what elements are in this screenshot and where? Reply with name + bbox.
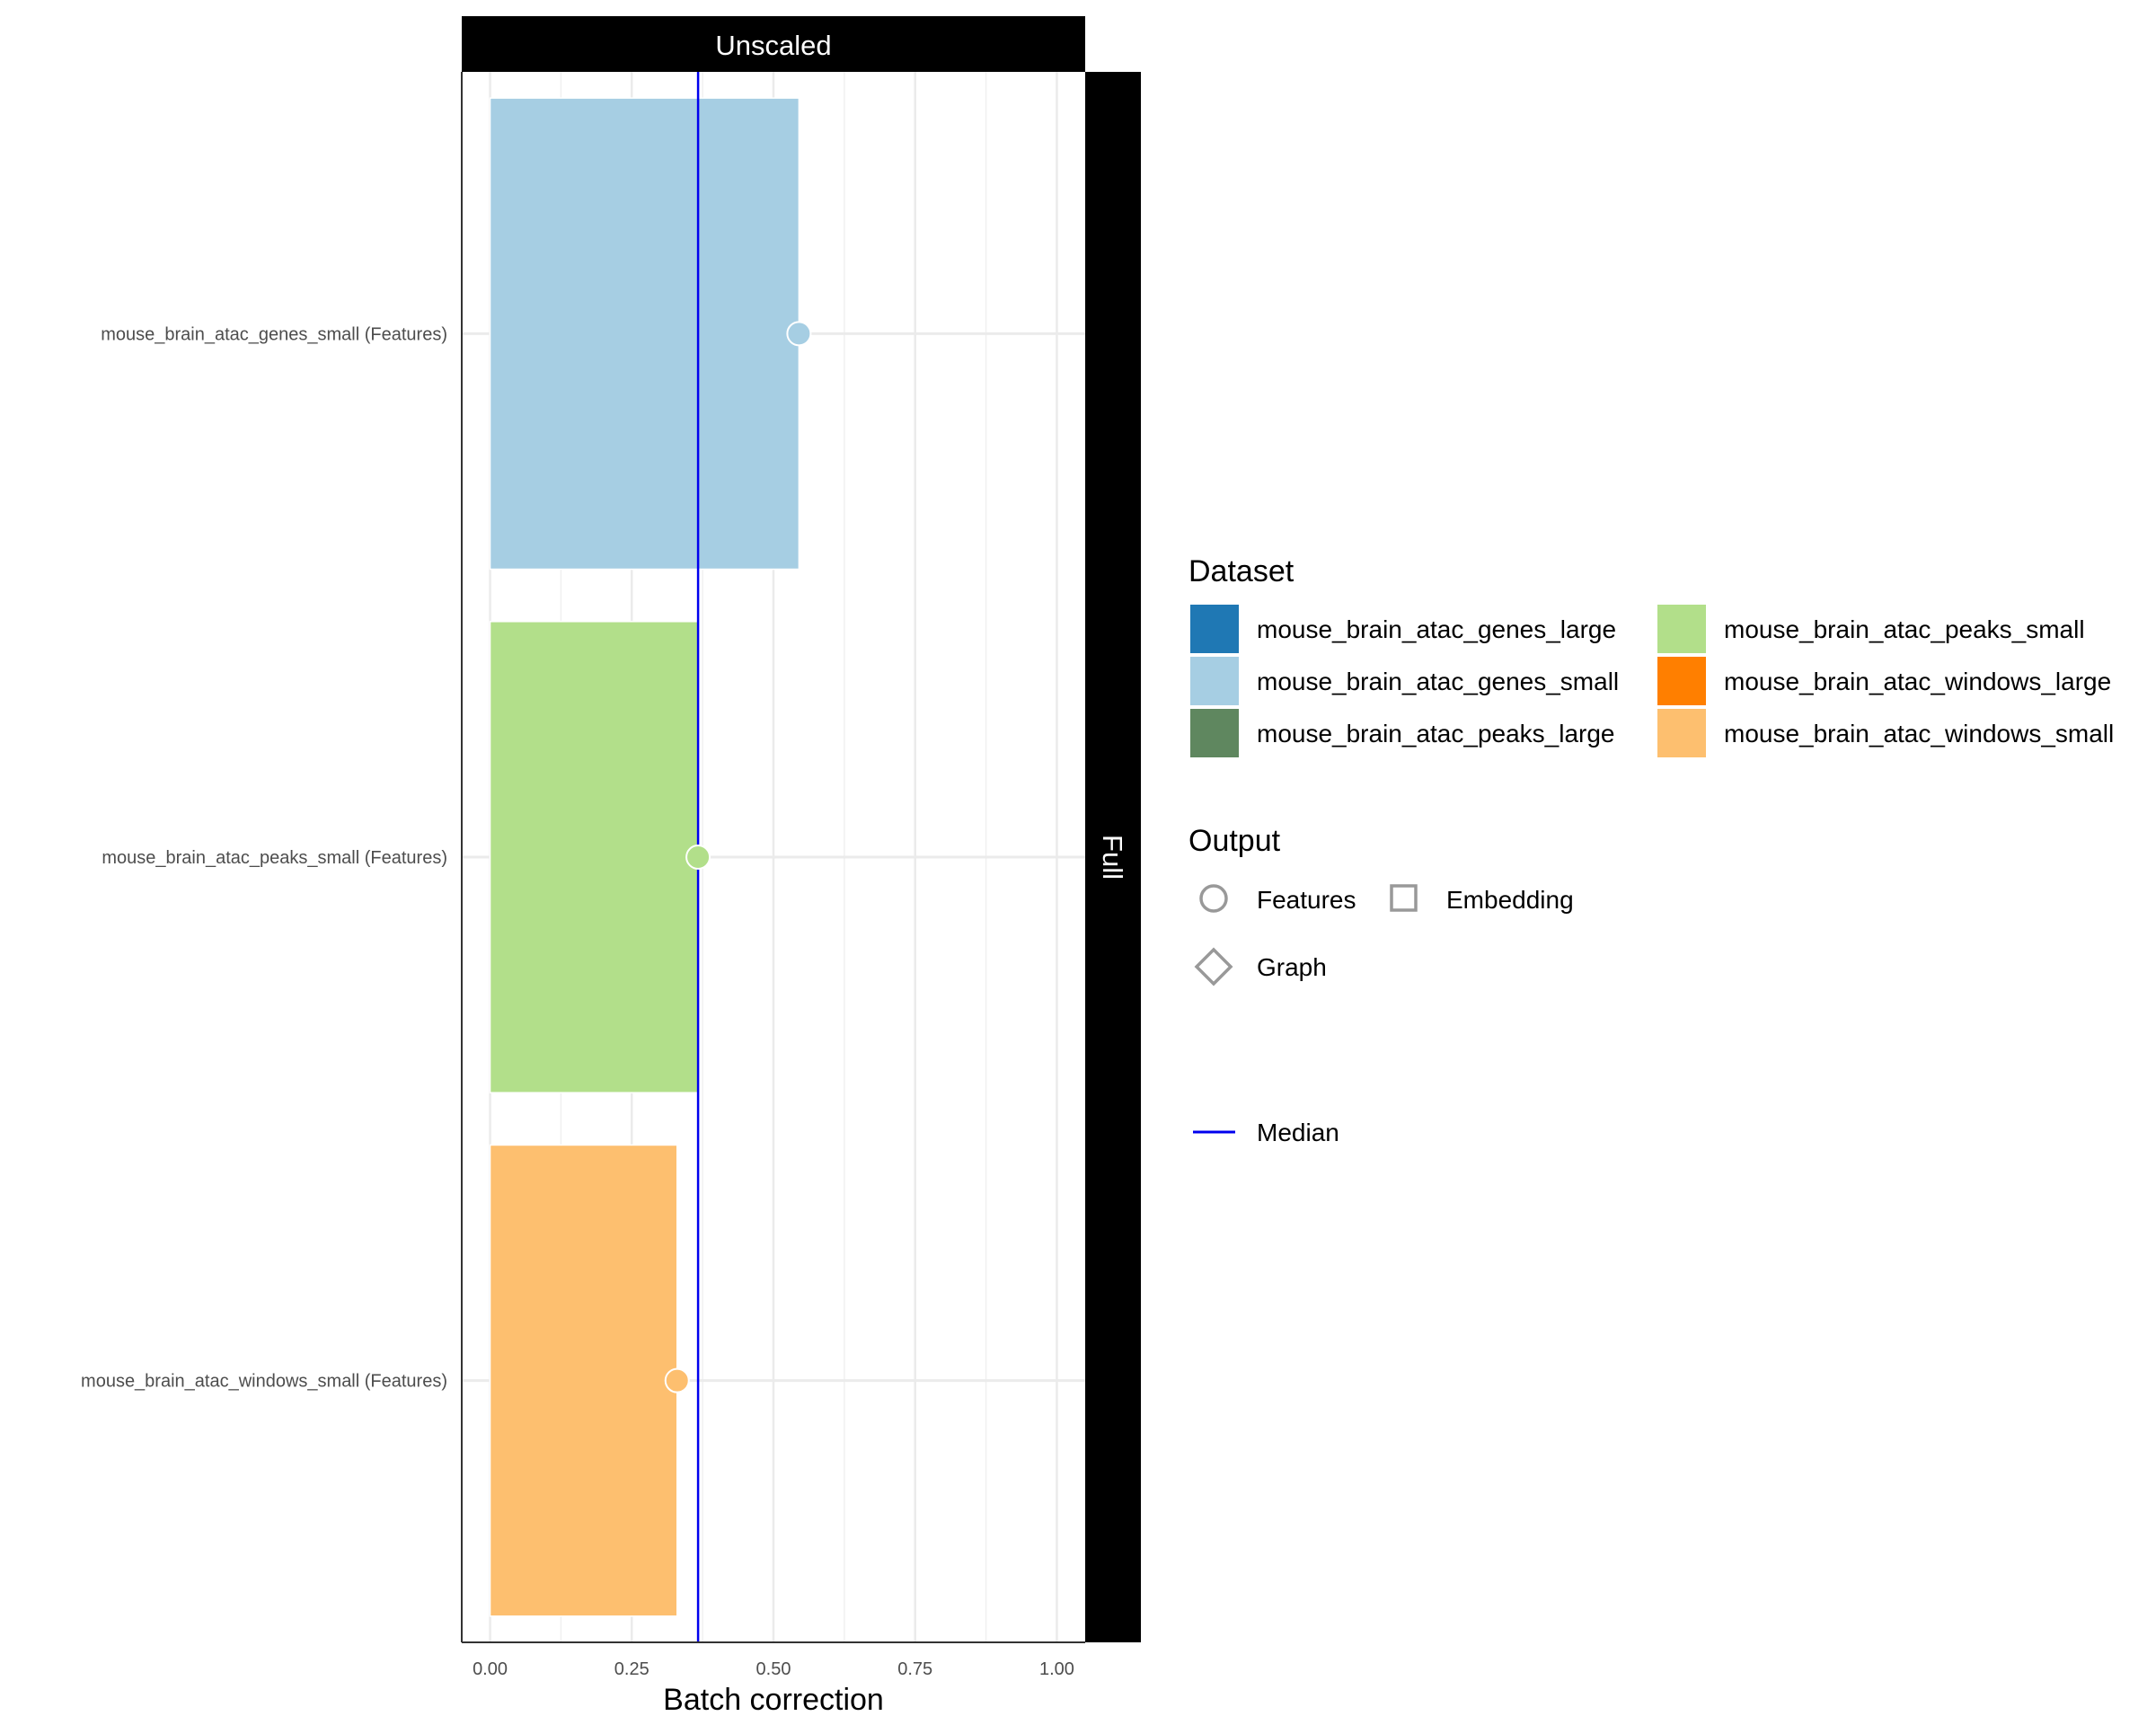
y-tick-label: mouse_brain_atac_peaks_small (Features) — [102, 848, 447, 868]
x-tick-label: 0.00 — [473, 1659, 508, 1679]
legend-swatch — [1657, 657, 1706, 705]
legend-swatch — [1190, 709, 1239, 757]
facet-column-strip — [462, 16, 1085, 72]
median-legend-item: Median — [1193, 1119, 1339, 1146]
legend-label: mouse_brain_atac_peaks_small — [1724, 615, 2085, 643]
square-icon — [1390, 884, 1418, 912]
x-tick-label: 0.25 — [614, 1659, 649, 1679]
diamond-icon — [1194, 947, 1233, 986]
bar — [489, 621, 699, 1093]
facet-row-strip — [1085, 72, 1141, 1642]
y-tick-labels: mouse_brain_atac_genes_small (Features) m… — [81, 324, 447, 1391]
output-legend-label: Graph — [1257, 953, 1327, 981]
facet-column-label: Unscaled — [715, 30, 831, 61]
data-point — [685, 845, 711, 870]
legend-swatch — [1190, 605, 1239, 653]
output-legend-label: Features — [1257, 886, 1356, 914]
legend-label: mouse_brain_atac_genes_large — [1257, 615, 1616, 643]
dataset-legend-item: mouse_brain_atac_peaks_large — [1190, 709, 1615, 757]
y-tick-label: mouse_brain_atac_windows_small (Features… — [81, 1372, 447, 1392]
output-legend-item: Embedding — [1390, 884, 1574, 914]
x-tick-label: 0.75 — [897, 1659, 932, 1679]
dataset-legend-item: mouse_brain_atac_windows_small — [1657, 709, 2114, 757]
dataset-legend-item: mouse_brain_atac_peaks_small — [1657, 605, 2085, 653]
legend: Dataset mouse_brain_atac_genes_large mous… — [1188, 554, 2114, 1146]
legend-label: mouse_brain_atac_windows_small — [1724, 720, 2114, 748]
x-tick-labels: 0.00 0.25 0.50 0.75 1.00 — [473, 1659, 1074, 1679]
output-legend-item: Graph — [1194, 947, 1327, 986]
bar — [489, 1144, 678, 1617]
data-point — [664, 1367, 690, 1393]
y-tick-label: mouse_brain_atac_genes_small (Features) — [101, 324, 447, 344]
output-legend-item: Features — [1199, 884, 1356, 914]
legend-label: mouse_brain_atac_genes_small — [1257, 668, 1619, 695]
x-tick-label: 0.50 — [756, 1659, 791, 1679]
legend-swatch — [1190, 657, 1239, 705]
data-point — [786, 321, 812, 347]
points — [664, 321, 812, 1393]
dataset-legend-items: mouse_brain_atac_genes_large mouse_brain_… — [1190, 605, 2114, 757]
x-tick-label: 1.00 — [1039, 1659, 1074, 1679]
legend-swatch — [1657, 709, 1706, 757]
dataset-legend-item: mouse_brain_atac_genes_large — [1190, 605, 1616, 653]
facet-row-label: Full — [1097, 835, 1128, 880]
legend-label: mouse_brain_atac_windows_large — [1724, 668, 2111, 695]
median-legend-label: Median — [1257, 1119, 1339, 1146]
circle-icon — [1199, 884, 1228, 913]
output-legend-label: Embedding — [1446, 886, 1574, 914]
legend-label: mouse_brain_atac_peaks_large — [1257, 720, 1615, 748]
dataset-legend-item: mouse_brain_atac_windows_large — [1657, 657, 2111, 705]
plot-panel — [462, 72, 1085, 1642]
bar — [489, 97, 800, 571]
legend-output-title: Output — [1188, 824, 1281, 858]
axes — [461, 72, 1085, 1643]
legend-dataset-title: Dataset — [1188, 554, 1294, 588]
legend-swatch — [1657, 605, 1706, 653]
x-axis-title: Batch correction — [663, 1683, 884, 1717]
bars — [489, 97, 800, 1617]
dataset-legend-item: mouse_brain_atac_genes_small — [1190, 657, 1619, 705]
